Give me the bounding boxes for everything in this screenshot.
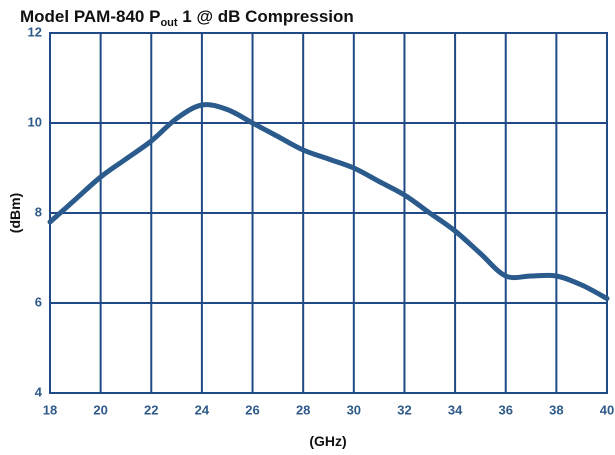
x-tick-label: 32 [397,402,411,417]
y-tick-label: 4 [35,384,43,399]
series-line [47,102,610,301]
title-main: Model PAM-840 P [20,7,160,26]
x-axis-label: (GHz) [309,433,346,449]
title-subscript: out [160,17,177,29]
x-tick-label: 18 [43,402,57,417]
x-tick-label: 28 [296,402,310,417]
y-tick-label: 8 [35,204,42,219]
x-tick-label: 38 [549,402,563,417]
x-tick-label: 22 [144,402,158,417]
x-tick-label: 34 [448,402,463,417]
title-rest: 1 @ dB Compression [178,7,354,26]
x-tick-label: 26 [245,402,259,417]
x-tick-label: 24 [195,402,210,417]
y-tick-label: 6 [35,294,42,309]
y-tick-label: 12 [28,24,42,39]
x-tick-label: 30 [347,402,361,417]
x-tick-label: 20 [93,402,107,417]
x-tick-label: 40 [600,402,614,417]
chart-title: Model PAM-840 Pout 1 @ dB Compression [20,7,354,29]
x-tick-label: 36 [498,402,512,417]
y-axis-label: (dBm) [7,193,23,233]
y-tick-label: 10 [28,114,42,129]
